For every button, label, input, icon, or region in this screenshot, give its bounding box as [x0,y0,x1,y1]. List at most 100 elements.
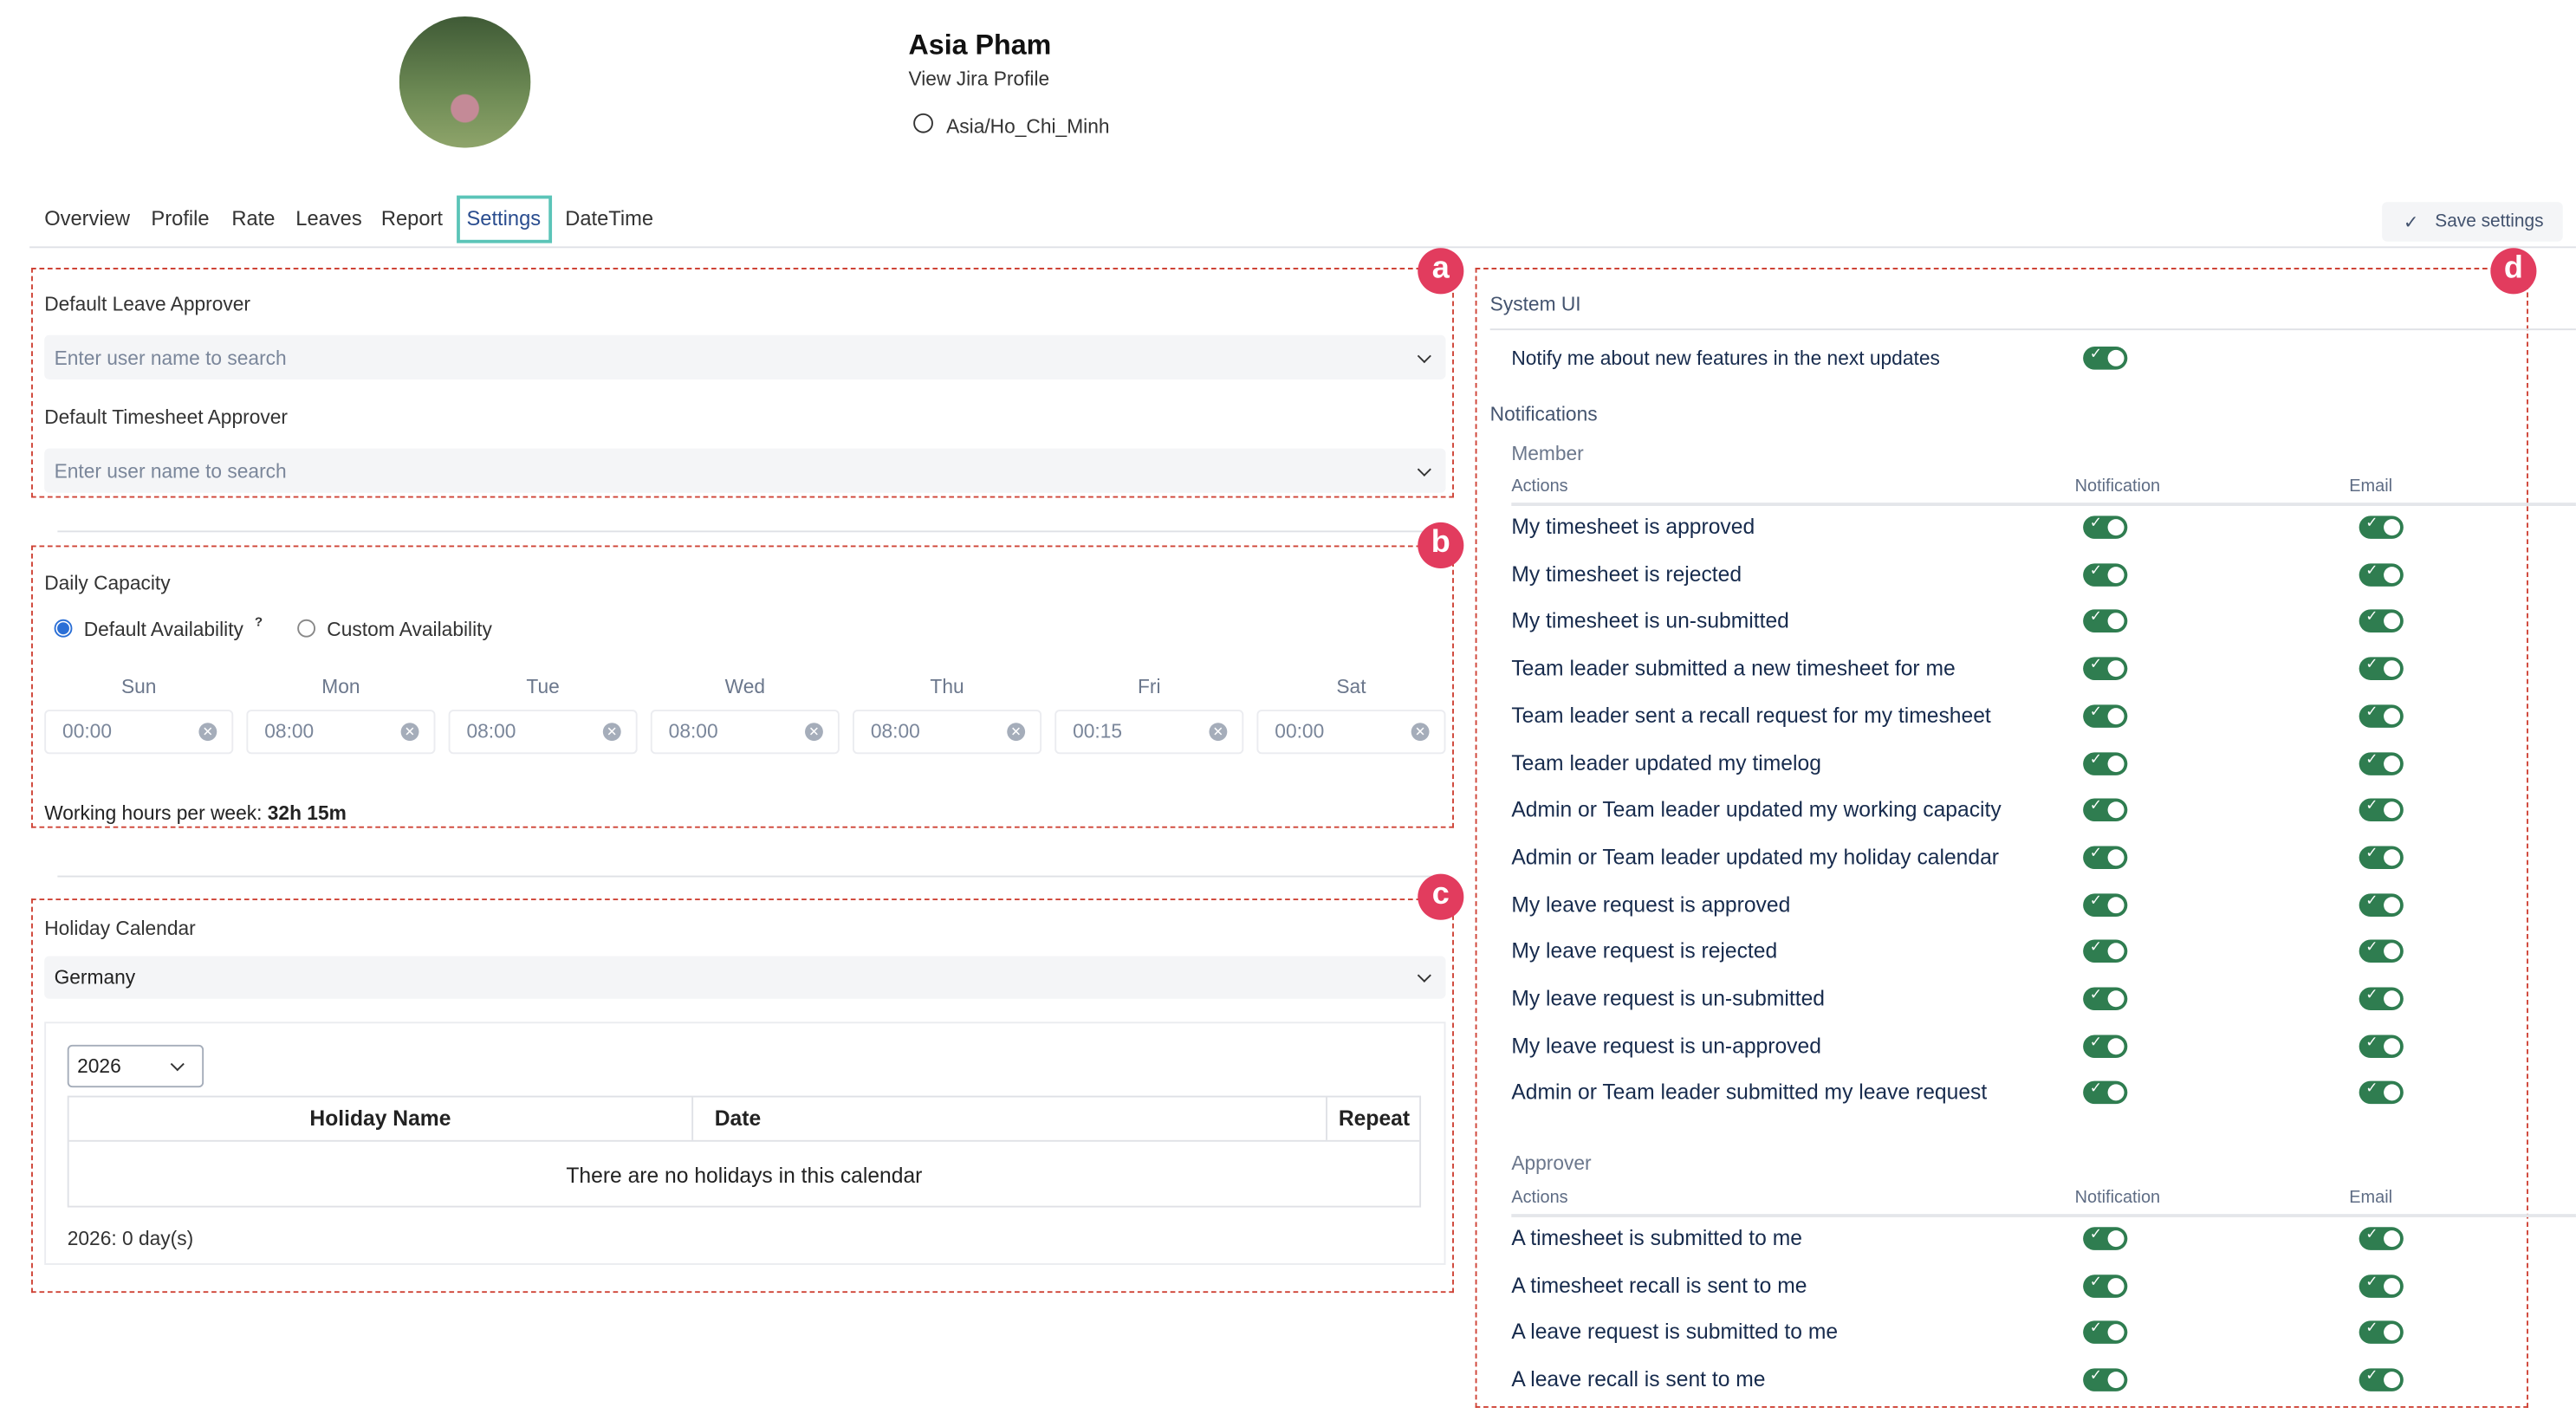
tab-profile[interactable]: Profile [151,206,210,230]
approver-heading: Approver [1511,1151,1592,1175]
leave-approver-select[interactable]: Enter user name to search [44,334,1446,379]
member-notification-toggle[interactable] [2083,656,2128,681]
chevron-down-icon [1417,461,1431,476]
tab-datetime[interactable]: DateTime [565,206,654,230]
capacity-input-wed[interactable]: 08:00 ✕ [650,710,840,755]
member-notification-toggle[interactable] [2083,844,2128,869]
default-availability-radio[interactable] [54,619,73,638]
clear-icon[interactable]: ✕ [1411,723,1430,742]
capacity-input-fri[interactable]: 00:15 ✕ [1054,710,1244,755]
capacity-input-sun[interactable]: 00:00 ✕ [44,710,234,755]
capacity-input-sat[interactable]: 00:00 ✕ [1256,710,1446,755]
member-email-toggle[interactable] [2359,797,2404,822]
tab-settings[interactable]: Settings [466,206,542,230]
annotation-box-c [31,898,1454,1294]
timesheet-approver-select[interactable]: Enter user name to search [44,448,1446,493]
clear-icon[interactable]: ✕ [1007,723,1026,742]
clear-icon[interactable]: ✕ [1209,723,1228,742]
column-header-holiday-name[interactable]: Holiday Name [309,1106,451,1131]
capacity-input-thu[interactable]: 08:00 ✕ [853,710,1042,755]
capacity-input-mon[interactable]: 08:00 ✕ [246,710,436,755]
annotation-box-d [1475,268,2528,1408]
save-settings-button[interactable]: ✓ Save settings [2382,202,2563,242]
clear-icon[interactable]: ✕ [198,723,217,742]
capacity-input-tue[interactable]: 08:00 ✕ [448,710,638,755]
tab-rate[interactable]: Rate [231,206,276,230]
approver-email-toggle[interactable] [2359,1273,2404,1298]
member-notification-toggle[interactable] [2083,561,2128,587]
member-email-toggle[interactable] [2359,1080,2404,1105]
divider [1489,328,2576,331]
member-notification-row-label: Team leader submitted a new timesheet fo… [1511,655,1956,681]
member-notification-toggle[interactable] [2083,1033,2128,1058]
annotation-badge-c: c [1418,873,1464,920]
member-notification-toggle[interactable] [2083,892,2128,917]
tab-leaves[interactable]: Leaves [295,206,362,230]
view-jira-profile-link[interactable]: View Jira Profile [908,67,1050,91]
member-notification-row-label: Team leader sent a recall request for my… [1511,703,1991,728]
member-notification-toggle[interactable] [2083,608,2128,633]
help-icon[interactable]: ? [254,614,263,630]
approver-email-toggle[interactable] [2359,1320,2404,1345]
member-notification-toggle[interactable] [2083,750,2128,775]
capacity-value: 00:15 [1073,719,1123,743]
tab-report[interactable]: Report [380,206,444,230]
approver-email-toggle[interactable] [2359,1225,2404,1250]
capacity-value: 00:00 [1275,719,1325,743]
holiday-calendar-label: Holiday Calendar [44,916,196,940]
member-notification-toggle[interactable] [2083,986,2128,1011]
divider [1511,1214,2576,1217]
working-hours-label: Working hours per week: [44,801,263,825]
approver-notification-toggle[interactable] [2083,1320,2128,1345]
member-email-toggle[interactable] [2359,608,2404,633]
member-notification-toggle[interactable] [2083,1080,2128,1105]
column-header-repeat[interactable]: Repeat [1326,1097,1421,1140]
member-email-toggle[interactable] [2359,986,2404,1011]
divider [1511,503,2576,506]
leave-approver-label: Default Leave Approver [44,292,250,316]
member-email-toggle[interactable] [2359,656,2404,681]
member-email-toggle[interactable] [2359,561,2404,587]
custom-availability-label[interactable]: Custom Availability [327,617,492,641]
capacity-value: 00:00 [62,719,112,743]
member-email-toggle[interactable] [2359,892,2404,917]
member-col-email: Email [2349,476,2393,496]
day-label-tue: Tue [526,675,560,698]
member-email-toggle[interactable] [2359,938,2404,963]
member-email-toggle[interactable] [2359,703,2404,728]
member-email-toggle[interactable] [2359,844,2404,869]
default-availability-label[interactable]: Default Availability [83,617,243,641]
day-label-sun: Sun [120,675,157,698]
day-label-thu: Thu [930,675,964,698]
timezone: Asia/Ho_Chi_Minh [946,114,1110,139]
custom-availability-radio[interactable] [297,619,316,638]
clear-icon[interactable]: ✕ [602,723,621,742]
day-label-sat: Sat [1336,675,1366,698]
member-email-toggle[interactable] [2359,750,2404,775]
clear-icon[interactable]: ✕ [400,723,419,742]
day-label-wed: Wed [724,675,766,698]
system-ui-heading: System UI [1489,292,1581,316]
column-header-date[interactable]: Date [691,1097,1326,1140]
avatar [399,16,531,148]
clear-icon[interactable]: ✕ [805,723,823,742]
member-email-toggle[interactable] [2359,1033,2404,1058]
member-notification-toggle[interactable] [2083,514,2128,539]
member-notification-toggle[interactable] [2083,938,2128,963]
notify-features-toggle[interactable] [2083,345,2128,370]
day-label-fri: Fri [1137,675,1161,698]
approver-notification-toggle[interactable] [2083,1273,2128,1298]
timesheet-approver-label: Default Timesheet Approver [44,405,288,429]
member-notification-row-label: My timesheet is rejected [1511,561,1742,587]
member-notification-toggle[interactable] [2083,797,2128,822]
approver-notification-row-label: A timesheet recall is sent to me [1511,1272,1807,1298]
member-email-toggle[interactable] [2359,514,2404,539]
holiday-calendar-select[interactable]: Germany [44,956,1446,999]
approver-notification-toggle[interactable] [2083,1225,2128,1250]
member-notification-toggle[interactable] [2083,703,2128,728]
approver-notification-toggle[interactable] [2083,1367,2128,1392]
tab-overview[interactable]: Overview [44,206,130,230]
year-select[interactable]: 2026 [67,1044,204,1088]
approver-email-toggle[interactable] [2359,1367,2404,1392]
